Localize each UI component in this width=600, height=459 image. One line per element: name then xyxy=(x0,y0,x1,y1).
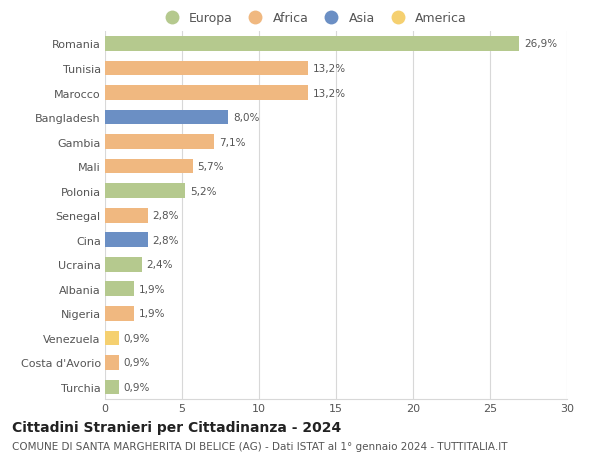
Bar xyxy=(105,159,193,174)
Bar xyxy=(105,111,228,125)
Text: 5,2%: 5,2% xyxy=(190,186,216,196)
Text: 2,4%: 2,4% xyxy=(146,260,173,270)
Bar xyxy=(105,331,119,346)
Text: 0,9%: 0,9% xyxy=(124,358,150,368)
Legend: Europa, Africa, Asia, America: Europa, Africa, Asia, America xyxy=(154,7,472,30)
Bar xyxy=(105,282,134,297)
Text: 2,8%: 2,8% xyxy=(153,211,179,221)
Text: 8,0%: 8,0% xyxy=(233,113,259,123)
Bar xyxy=(105,306,134,321)
Bar xyxy=(105,135,214,150)
Bar xyxy=(105,62,308,76)
Text: 26,9%: 26,9% xyxy=(524,39,557,50)
Bar xyxy=(105,355,119,370)
Bar xyxy=(105,37,519,52)
Text: 7,1%: 7,1% xyxy=(219,137,245,147)
Bar xyxy=(105,86,308,101)
Text: 1,9%: 1,9% xyxy=(139,284,166,294)
Text: 13,2%: 13,2% xyxy=(313,88,346,98)
Text: 5,7%: 5,7% xyxy=(197,162,224,172)
Text: 0,9%: 0,9% xyxy=(124,333,150,343)
Bar xyxy=(105,257,142,272)
Text: 2,8%: 2,8% xyxy=(153,235,179,245)
Bar xyxy=(105,208,148,223)
Text: Cittadini Stranieri per Cittadinanza - 2024: Cittadini Stranieri per Cittadinanza - 2… xyxy=(12,420,341,434)
Text: COMUNE DI SANTA MARGHERITA DI BELICE (AG) - Dati ISTAT al 1° gennaio 2024 - TUTT: COMUNE DI SANTA MARGHERITA DI BELICE (AG… xyxy=(12,441,508,451)
Bar xyxy=(105,233,148,247)
Bar xyxy=(105,184,185,199)
Text: 0,9%: 0,9% xyxy=(124,382,150,392)
Text: 13,2%: 13,2% xyxy=(313,64,346,74)
Text: 1,9%: 1,9% xyxy=(139,308,166,319)
Bar xyxy=(105,380,119,394)
